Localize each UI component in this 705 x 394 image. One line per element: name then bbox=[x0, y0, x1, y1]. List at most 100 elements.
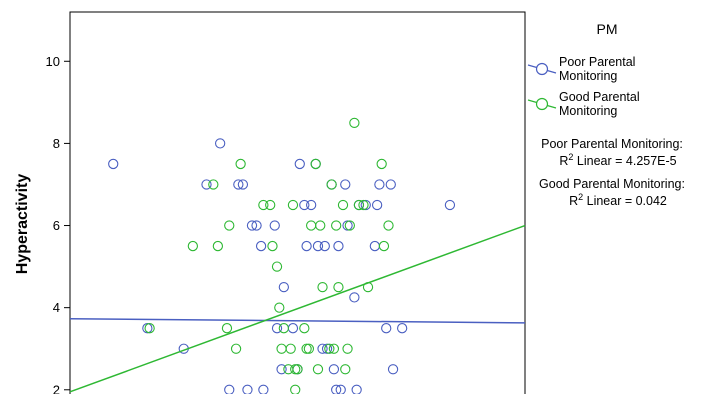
point-poor-monitoring bbox=[258, 384, 269, 394]
y-tick-label: 10 bbox=[46, 54, 60, 69]
point-poor-monitoring bbox=[396, 323, 408, 334]
point-good-monitoring bbox=[326, 179, 337, 190]
y-axis: 2 4 6 8 10 bbox=[46, 54, 70, 394]
point-poor-monitoring bbox=[340, 179, 351, 190]
point-good-monitoring bbox=[310, 158, 321, 170]
point-poor-monitoring bbox=[251, 220, 262, 231]
point-poor-monitoring bbox=[224, 384, 235, 394]
point-poor-monitoring bbox=[351, 384, 362, 394]
point-poor-monitoring bbox=[278, 281, 289, 293]
point-good-monitoring bbox=[221, 323, 233, 334]
point-poor-monitoring bbox=[444, 199, 456, 211]
point-good-monitoring bbox=[337, 199, 349, 211]
point-poor-monitoring bbox=[242, 384, 253, 394]
point-good-monitoring bbox=[317, 281, 328, 293]
legend-label: Monitoring bbox=[559, 104, 617, 118]
legend-marker-icon bbox=[535, 97, 549, 111]
point-poor-monitoring bbox=[301, 240, 312, 252]
point-good-monitoring bbox=[265, 199, 276, 211]
point-good-monitoring bbox=[312, 364, 324, 375]
point-good-monitoring bbox=[235, 158, 246, 170]
point-good-monitoring bbox=[278, 323, 289, 334]
fit-annotation-r2: R2 Linear = 4.257E-5 bbox=[559, 152, 676, 168]
point-good-monitoring bbox=[299, 323, 310, 334]
point-poor-monitoring bbox=[371, 199, 383, 211]
point-good-monitoring bbox=[290, 384, 301, 394]
point-poor-monitoring bbox=[312, 240, 324, 252]
point-good-monitoring bbox=[276, 343, 287, 354]
point-poor-monitoring bbox=[237, 179, 249, 190]
y-tick-label: 4 bbox=[53, 300, 60, 315]
point-good-monitoring bbox=[349, 117, 360, 129]
legend-title: PM bbox=[597, 21, 618, 37]
point-good-monitoring bbox=[287, 199, 299, 211]
point-good-monitoring bbox=[258, 199, 269, 211]
point-poor-monitoring bbox=[319, 240, 330, 252]
data-points bbox=[108, 117, 456, 394]
point-good-monitoring bbox=[290, 364, 301, 375]
point-good-monitoring bbox=[376, 158, 387, 170]
point-good-monitoring bbox=[303, 343, 315, 354]
point-poor-monitoring bbox=[317, 343, 328, 354]
point-good-monitoring bbox=[230, 343, 242, 354]
point-good-monitoring bbox=[271, 261, 283, 272]
point-good-monitoring bbox=[340, 364, 351, 375]
legend-label: Poor Parental bbox=[559, 55, 635, 69]
fit-lines bbox=[69, 224, 526, 393]
point-poor-monitoring bbox=[108, 158, 119, 170]
point-good-monitoring bbox=[353, 199, 365, 211]
point-poor-monitoring bbox=[331, 384, 342, 394]
point-poor-monitoring bbox=[305, 199, 317, 211]
point-good-monitoring bbox=[333, 281, 344, 293]
point-poor-monitoring bbox=[349, 292, 360, 303]
point-poor-monitoring bbox=[387, 364, 399, 375]
point-poor-monitoring bbox=[385, 179, 396, 190]
point-poor-monitoring bbox=[276, 364, 287, 375]
point-poor-monitoring bbox=[294, 158, 305, 170]
fit-line-good-monitoring bbox=[69, 224, 526, 393]
fit-annotation-series: Good Parental Monitoring: bbox=[539, 177, 685, 191]
fit-line-poor-monitoring bbox=[69, 317, 526, 324]
point-poor-monitoring bbox=[246, 220, 258, 231]
point-good-monitoring bbox=[224, 220, 235, 231]
legend-label: Monitoring bbox=[559, 69, 617, 83]
point-good-monitoring bbox=[144, 323, 155, 334]
fit-annotations: Poor Parental Monitoring:R2 Linear = 4.2… bbox=[539, 137, 685, 208]
legend-marker-icon bbox=[535, 62, 549, 76]
point-poor-monitoring bbox=[271, 323, 283, 334]
point-good-monitoring bbox=[331, 220, 342, 231]
point-poor-monitoring bbox=[381, 323, 392, 334]
legend-label: Good Parental bbox=[559, 90, 640, 104]
point-good-monitoring bbox=[358, 199, 369, 211]
point-good-monitoring bbox=[328, 343, 340, 354]
point-good-monitoring bbox=[208, 179, 219, 190]
point-poor-monitoring bbox=[299, 199, 310, 211]
point-good-monitoring bbox=[315, 220, 326, 231]
y-tick-label: 8 bbox=[53, 136, 60, 151]
point-good-monitoring bbox=[383, 220, 394, 231]
point-poor-monitoring bbox=[328, 364, 340, 375]
y-tick-label: 2 bbox=[53, 382, 60, 394]
point-good-monitoring bbox=[344, 220, 355, 231]
point-good-monitoring bbox=[274, 302, 285, 313]
point-good-monitoring bbox=[267, 240, 278, 252]
point-poor-monitoring bbox=[333, 240, 344, 252]
point-poor-monitoring bbox=[269, 220, 280, 231]
fit-annotation-r2: R2 Linear = 0.042 bbox=[569, 192, 667, 208]
point-good-monitoring bbox=[212, 240, 224, 252]
point-poor-monitoring bbox=[335, 384, 346, 394]
point-poor-monitoring bbox=[255, 240, 267, 252]
point-good-monitoring bbox=[378, 240, 390, 252]
point-poor-monitoring bbox=[233, 179, 244, 190]
point-poor-monitoring bbox=[374, 179, 385, 190]
point-poor-monitoring bbox=[201, 179, 212, 190]
fit-annotation-series: Poor Parental Monitoring: bbox=[541, 137, 683, 151]
point-good-monitoring bbox=[342, 343, 353, 354]
point-good-monitoring bbox=[187, 240, 198, 252]
point-good-monitoring bbox=[324, 343, 335, 354]
y-tick-label: 6 bbox=[53, 218, 60, 233]
